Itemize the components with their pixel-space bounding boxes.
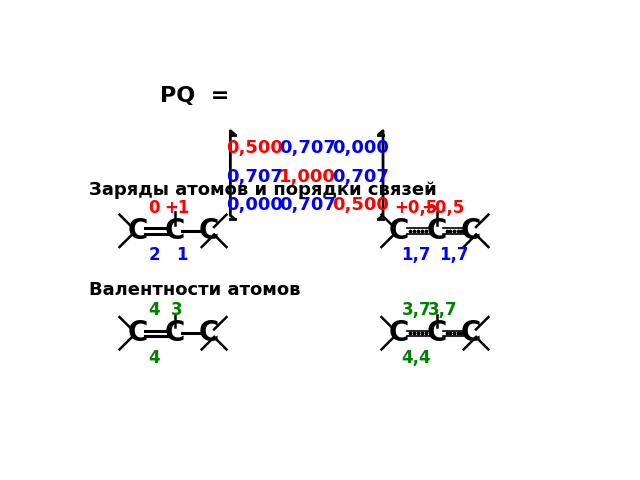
Text: 0,707: 0,707 xyxy=(278,196,335,215)
Text: 0,500: 0,500 xyxy=(226,140,283,157)
Text: C: C xyxy=(460,319,481,347)
Text: Заряды атомов и порядки связей: Заряды атомов и порядки связей xyxy=(90,181,437,199)
Text: +1: +1 xyxy=(164,199,189,217)
Text: C: C xyxy=(164,319,185,347)
Text: 0,500: 0,500 xyxy=(332,196,389,215)
Text: 3: 3 xyxy=(171,301,182,319)
Text: C: C xyxy=(389,217,410,245)
Text: 0,707: 0,707 xyxy=(332,168,389,186)
Text: 1,000: 1,000 xyxy=(278,168,335,186)
Text: C: C xyxy=(426,217,447,245)
Text: 0,000: 0,000 xyxy=(332,140,389,157)
Text: 2: 2 xyxy=(148,247,160,264)
Text: 0,000: 0,000 xyxy=(226,196,283,215)
Text: 1,7: 1,7 xyxy=(439,247,468,264)
Text: +0,5: +0,5 xyxy=(421,199,465,217)
Text: 0,707: 0,707 xyxy=(226,168,283,186)
Text: PQ  =: PQ = xyxy=(160,86,229,106)
Text: C: C xyxy=(389,319,410,347)
Text: C: C xyxy=(127,217,148,245)
Text: 1,7: 1,7 xyxy=(402,247,431,264)
Text: 3,7: 3,7 xyxy=(428,301,458,319)
Text: Валентности атомов: Валентности атомов xyxy=(90,281,301,299)
Text: 0: 0 xyxy=(148,199,160,217)
Text: 3,7: 3,7 xyxy=(401,301,431,319)
Text: 4: 4 xyxy=(148,349,160,367)
Text: 1: 1 xyxy=(177,247,188,264)
Text: C: C xyxy=(198,319,219,347)
Text: 4: 4 xyxy=(148,301,160,319)
Text: C: C xyxy=(127,319,148,347)
Text: 4,4: 4,4 xyxy=(401,349,431,367)
Text: C: C xyxy=(460,217,481,245)
Text: 0,707: 0,707 xyxy=(278,140,335,157)
Text: C: C xyxy=(198,217,219,245)
Text: C: C xyxy=(164,217,185,245)
Text: +0,5: +0,5 xyxy=(395,199,438,217)
Text: C: C xyxy=(426,319,447,347)
